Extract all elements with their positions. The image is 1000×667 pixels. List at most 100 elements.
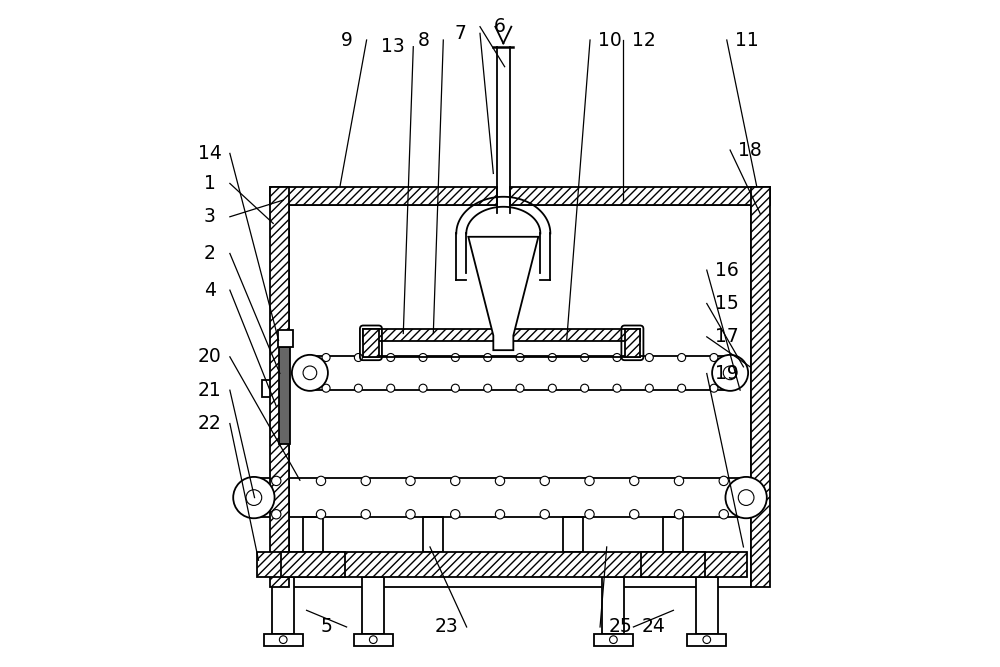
Circle shape [540, 476, 549, 486]
Circle shape [540, 510, 549, 519]
Circle shape [645, 384, 653, 392]
Circle shape [585, 510, 594, 519]
Text: 8: 8 [417, 31, 429, 49]
Circle shape [738, 490, 754, 506]
Circle shape [495, 510, 505, 519]
Circle shape [719, 510, 728, 519]
Bar [303, 517, 323, 552]
Circle shape [322, 354, 330, 362]
Circle shape [354, 354, 362, 362]
Text: 3: 3 [204, 207, 216, 226]
Text: 5: 5 [321, 618, 333, 636]
Bar [602, 577, 624, 634]
Text: 1: 1 [204, 174, 216, 193]
Bar [363, 329, 640, 341]
Text: 9: 9 [341, 31, 353, 49]
Circle shape [322, 384, 330, 392]
Text: 21: 21 [198, 381, 222, 400]
Circle shape [233, 477, 275, 518]
Circle shape [678, 354, 686, 362]
Circle shape [516, 384, 524, 392]
Text: 20: 20 [198, 348, 222, 366]
Circle shape [581, 354, 589, 362]
Text: 4: 4 [204, 281, 216, 299]
Circle shape [516, 354, 524, 362]
Bar [264, 634, 303, 646]
Text: 23: 23 [435, 618, 459, 636]
Text: 13: 13 [381, 37, 405, 56]
Circle shape [272, 476, 281, 486]
Bar [563, 517, 583, 552]
Circle shape [361, 476, 370, 486]
Bar [270, 187, 770, 205]
Circle shape [246, 490, 262, 506]
Circle shape [419, 354, 427, 362]
Bar [751, 187, 770, 587]
Bar [663, 517, 683, 552]
Circle shape [613, 354, 621, 362]
Circle shape [387, 384, 395, 392]
Text: 16: 16 [715, 261, 739, 279]
Circle shape [292, 355, 328, 391]
Bar [278, 330, 293, 347]
Text: 12: 12 [632, 31, 655, 49]
Circle shape [495, 476, 505, 486]
Circle shape [630, 476, 639, 486]
Circle shape [581, 384, 589, 392]
Text: 2: 2 [204, 244, 216, 263]
Bar [270, 187, 289, 587]
Circle shape [710, 384, 718, 392]
Text: 18: 18 [738, 141, 762, 159]
Circle shape [674, 476, 684, 486]
Circle shape [484, 354, 492, 362]
Circle shape [451, 354, 459, 362]
Text: 14: 14 [198, 144, 222, 163]
Circle shape [548, 384, 556, 392]
Circle shape [272, 510, 281, 519]
Circle shape [369, 636, 377, 644]
Text: 7: 7 [454, 24, 466, 43]
Bar [625, 329, 640, 357]
Bar [262, 380, 289, 397]
Bar [696, 577, 718, 634]
Bar [279, 347, 290, 444]
Circle shape [406, 510, 415, 519]
Circle shape [451, 510, 460, 519]
Circle shape [303, 366, 317, 380]
Bar [281, 552, 345, 577]
Circle shape [316, 510, 326, 519]
Circle shape [548, 354, 556, 362]
Text: 10: 10 [598, 31, 622, 49]
Circle shape [719, 476, 728, 486]
Bar [363, 329, 379, 357]
Circle shape [674, 510, 684, 519]
Text: 6: 6 [494, 17, 506, 36]
Circle shape [585, 476, 594, 486]
Text: 11: 11 [735, 31, 759, 49]
Text: 17: 17 [715, 327, 739, 346]
Circle shape [279, 636, 287, 644]
Text: 24: 24 [641, 618, 665, 636]
Polygon shape [468, 237, 538, 350]
Circle shape [484, 384, 492, 392]
Circle shape [725, 477, 767, 518]
Bar [641, 552, 705, 577]
Circle shape [419, 384, 427, 392]
Circle shape [451, 384, 459, 392]
Circle shape [645, 354, 653, 362]
Circle shape [678, 384, 686, 392]
Bar [354, 634, 393, 646]
Circle shape [703, 636, 711, 644]
Bar [257, 552, 747, 577]
Text: 15: 15 [715, 294, 739, 313]
Bar [496, 186, 511, 206]
Circle shape [354, 384, 362, 392]
Circle shape [710, 354, 718, 362]
Bar [687, 634, 726, 646]
Circle shape [630, 510, 639, 519]
Text: 25: 25 [608, 618, 632, 636]
Bar [594, 634, 633, 646]
Circle shape [406, 476, 415, 486]
Bar [272, 577, 294, 634]
Bar [362, 577, 384, 634]
